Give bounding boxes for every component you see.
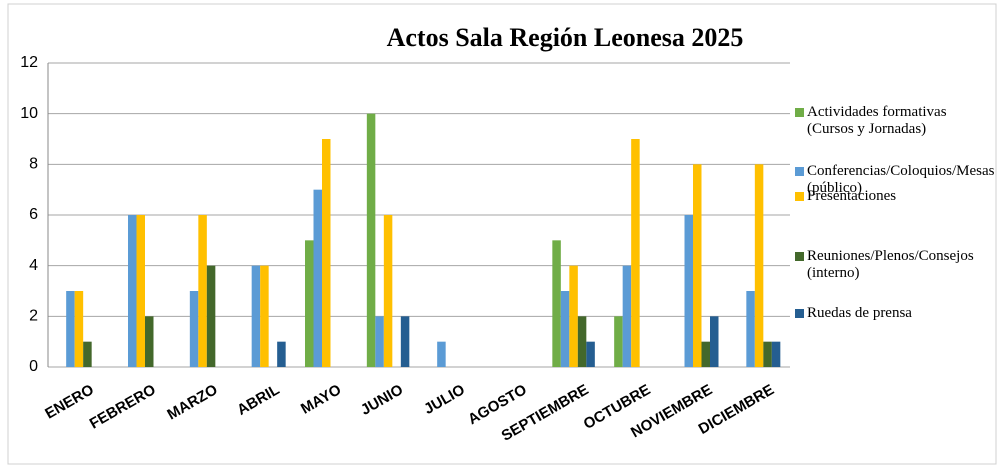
y-tick-label: 0 <box>29 358 38 375</box>
bar <box>684 215 693 367</box>
bar <box>693 164 702 367</box>
bar <box>437 341 446 367</box>
legend-swatch <box>795 252 804 261</box>
bar <box>586 341 595 367</box>
legend-swatch <box>795 192 804 201</box>
bar <box>206 265 216 367</box>
bar <box>83 341 92 367</box>
x-tick-label: MARZO <box>164 381 220 423</box>
bar <box>322 139 331 367</box>
bar <box>189 291 199 367</box>
bar <box>754 164 764 367</box>
bar <box>400 316 410 367</box>
y-tick-label: 10 <box>20 105 38 122</box>
legend-item: Actividades formativas (Cursos y Jornada… <box>795 104 975 138</box>
legend-item: Ruedas de prensa <box>795 305 975 322</box>
bar <box>763 341 772 367</box>
y-tick-label: 2 <box>29 308 38 325</box>
bar <box>145 316 154 367</box>
legend-item: Reuniones/Plenos/Consejos (interno) <box>795 248 975 282</box>
legend-label: Presentaciones <box>807 188 897 204</box>
y-tick-label: 6 <box>29 206 38 223</box>
legend-swatch <box>795 108 804 117</box>
bar <box>251 265 261 367</box>
bar <box>771 341 781 367</box>
x-tick-label: ABRIL <box>234 381 282 419</box>
legend-label: Actividades formativas (Cursos y Jornada… <box>807 104 947 137</box>
bar <box>313 189 322 367</box>
y-tick-label: 8 <box>29 156 38 173</box>
x-tick-label: JUNIO <box>358 381 406 419</box>
bar <box>128 215 137 367</box>
bar <box>66 291 75 367</box>
y-tick-label: 4 <box>29 257 38 274</box>
x-tick-label: MAYO <box>298 381 345 418</box>
legend-swatch <box>795 309 804 318</box>
bar <box>375 316 384 367</box>
bar <box>622 265 632 367</box>
bar <box>552 240 561 367</box>
bar <box>710 316 719 367</box>
bar <box>701 341 710 367</box>
bar <box>260 265 269 367</box>
bar <box>305 240 314 367</box>
bar <box>631 139 640 367</box>
legend-label: Reuniones/Plenos/Consejos (interno) <box>807 248 974 281</box>
bar <box>560 291 570 367</box>
chart-border <box>7 3 997 465</box>
bar <box>383 215 393 367</box>
bar <box>136 215 145 367</box>
chart-title: Actos Sala Región Leonesa 2025 <box>387 23 744 52</box>
legend-label: Conferencias/Coloquios/Mesas (público) <box>807 163 995 196</box>
bar <box>74 291 84 367</box>
bar <box>746 291 755 367</box>
bar <box>577 316 587 367</box>
y-tick-label: 12 <box>20 54 38 71</box>
bar <box>198 215 207 367</box>
legend-label: Ruedas de prensa <box>807 305 912 321</box>
bar <box>277 341 286 367</box>
legend-swatch <box>795 167 804 176</box>
legend-item: Conferencias/Coloquios/Mesas (público) <box>795 163 995 197</box>
legend-item: Presentaciones <box>795 188 975 205</box>
x-tick-label: FEBRERO <box>87 381 159 433</box>
bar <box>614 316 623 367</box>
x-tick-label: JULIO <box>421 381 468 418</box>
bar <box>569 265 578 367</box>
bar <box>366 113 376 368</box>
